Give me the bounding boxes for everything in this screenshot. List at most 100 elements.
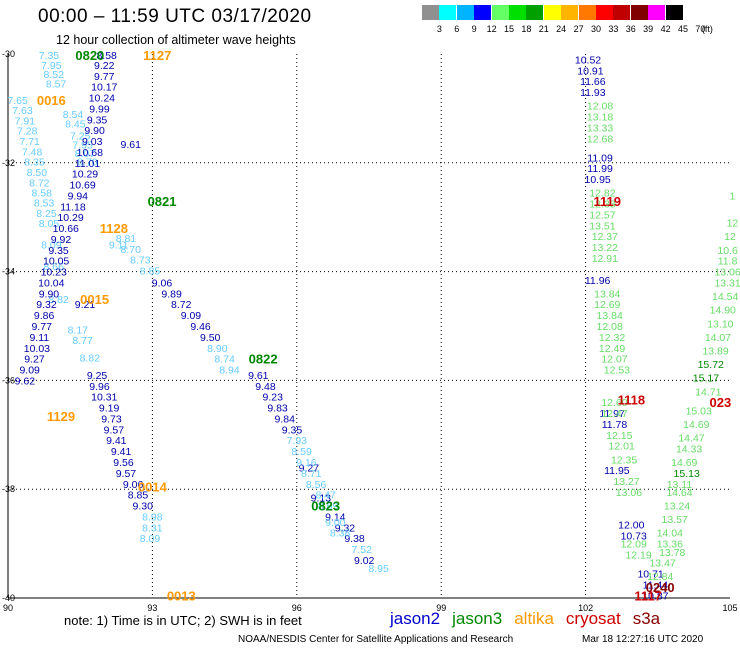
color-scale-tick: 70 (695, 24, 706, 34)
color-scale-tick: 6 (454, 24, 460, 34)
wave-height-label: 8.57 (46, 78, 67, 90)
wave-height-label: 8.94 (219, 365, 240, 377)
wave-height-label: 13.51 (589, 220, 615, 232)
color-scale-swatch (543, 5, 561, 20)
color-scale-tick: 39 (643, 24, 654, 34)
wave-height-label: 9.83 (267, 403, 288, 415)
wave-height-label: 10.73 (621, 530, 647, 542)
wave-height-label: 9.09 (181, 310, 202, 322)
wave-height-label: 8.69 (318, 501, 339, 513)
wave-height-label: 12.09 (621, 539, 647, 551)
color-scale-swatch (439, 5, 457, 20)
wave-height-label: 10.24 (89, 93, 115, 105)
wave-height-label: 8.52 (44, 69, 65, 81)
y-tick-label: -30 (2, 49, 15, 59)
wave-height-label: 9.84 (275, 413, 296, 425)
wave-height-label: 9.48 (255, 381, 276, 393)
wave-height-label: 8.71 (301, 468, 322, 480)
wave-height-label: 10.29 (57, 212, 83, 224)
wave-height-label: 9.35 (282, 424, 303, 436)
wave-height-label: 9.86 (34, 310, 55, 322)
wave-height-label: 10.04 (38, 277, 64, 289)
wave-height-label: 9.21 (75, 299, 96, 311)
wave-height-label: 9.09 (19, 365, 40, 377)
wave-height-label: 9.41 (111, 446, 132, 458)
wave-height-label: 12.00 (618, 520, 644, 532)
pass-time-label: 0016 (37, 93, 66, 108)
wave-height-label: 13.06 (714, 267, 740, 279)
wave-height-label: 8.54 (63, 109, 84, 121)
wave-height-label: 9.73 (101, 413, 122, 425)
color-scale-swatch (474, 5, 492, 20)
wave-height-label: 10.17 (91, 82, 117, 94)
credit-line: NOAA/NESDIS Center for Satellite Applica… (238, 634, 514, 645)
wave-height-label: 10.87 (642, 590, 668, 602)
wave-height-label: 11.66 (580, 76, 606, 88)
wave-height-label: 8.72 (29, 177, 50, 189)
wave-height-label: 8.31 (142, 522, 163, 534)
wave-height-label: 9.19 (99, 403, 120, 415)
wave-height-label: 8.58 (96, 50, 117, 62)
legend-cryosat: cryosat (565, 609, 621, 628)
wave-height-label: 14.71 (695, 386, 721, 398)
y-tick-label: -34 (2, 267, 15, 277)
color-scale-tick: 12 (486, 24, 497, 34)
wave-height-label: 8.81 (116, 233, 137, 245)
x-tick-label: 102 (578, 603, 593, 613)
pass-time-label: 0240 (646, 580, 675, 595)
wave-height-label: 7.95 (72, 139, 93, 151)
wave-height-label: 9.32 (36, 299, 57, 311)
wave-height-label: 14.47 (678, 433, 704, 445)
wave-height-label: 8.82 (80, 353, 101, 365)
wave-height-label: 9.99 (89, 103, 110, 115)
map-subtitle: 12 hour collection of altimeter wave hei… (56, 33, 296, 47)
pass-time-label: 1127 (143, 48, 171, 63)
wave-height-label: 9.92 (51, 234, 72, 246)
wave-height-label: 10.23 (41, 267, 67, 279)
wave-height-label: 9.06 (152, 277, 173, 289)
wave-height-label: 8.70 (121, 244, 142, 256)
pass-time-label: 0820 (75, 48, 104, 63)
wave-height-label: 15.13 (674, 468, 700, 480)
pass-time-label: 0821 (148, 194, 177, 209)
wave-height-label: 8.35 (24, 157, 45, 169)
color-scale-swatch (578, 5, 596, 20)
color-scale-tick: 24 (556, 24, 567, 34)
wave-height-label: 14.54 (712, 291, 738, 303)
color-scale-unit: (ft) (701, 24, 713, 34)
satellite-legend: jason2 jason3 altika cryosat s3a (390, 609, 672, 629)
wave-height-label: 13.36 (657, 539, 683, 551)
wave-height-label: 10.03 (24, 343, 50, 355)
wave-height-label: 11.09 (587, 152, 613, 164)
wave-height-label: 8.98 (142, 511, 163, 523)
color-scale-tick: 21 (538, 24, 549, 34)
wave-height-label: 10.52 (575, 54, 601, 66)
wave-height-label: 7.71 (19, 136, 40, 148)
pass-time-label: 1117 (634, 588, 662, 603)
wave-height-label: 9.77 (94, 71, 115, 83)
wave-height-label: 7.65 (7, 95, 28, 107)
wave-height-label: 10.31 (91, 392, 117, 404)
wave-height-label: 9.77 (31, 321, 52, 333)
wave-height-label: 12.37 (592, 231, 618, 243)
wave-height-label: 13.31 (714, 277, 740, 289)
color-scale-swatch (596, 5, 613, 20)
wave-height-label: 13.24 (664, 501, 690, 513)
wave-height-label: 9.41 (106, 435, 127, 447)
color-scale-tick: 27 (573, 24, 584, 34)
wave-height-label: 9.11 (109, 239, 129, 251)
color-scale-swatch (630, 5, 648, 20)
x-tick-label: 90 (3, 603, 13, 613)
wave-height-label: 14.69 (683, 419, 709, 431)
wave-height-label: 7.25 (70, 131, 91, 143)
color-scale-tick: 3 (436, 24, 442, 34)
wave-height-label: 11.18 (60, 201, 86, 213)
wave-height-label: 15.03 (686, 405, 712, 417)
wave-height-label: 12 (727, 218, 739, 230)
wave-height-label: 7.35 (39, 50, 60, 62)
wave-height-label: 9.89 (161, 288, 182, 300)
wave-height-label: 8.53 (34, 198, 55, 210)
wave-height-label: 8.82 (48, 294, 69, 306)
y-tick-label: -40 (2, 593, 15, 603)
